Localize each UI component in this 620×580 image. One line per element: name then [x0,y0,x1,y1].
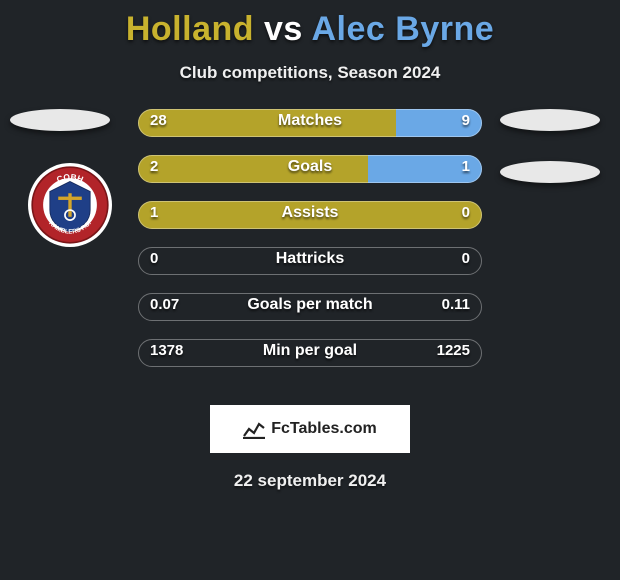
stat-label: Hattricks [138,250,482,268]
attribution-badge[interactable]: FcTables.com [210,405,410,453]
title-player2: Alec Byrne [312,10,495,48]
stat-row: 21Goals [138,155,482,183]
stat-row: 10Assists [138,201,482,229]
cobh-ramblers-crest-icon: COBH RAMBLERS F.C. [28,163,112,247]
club-crest: COBH RAMBLERS F.C. [28,163,112,247]
player1-marker-ellipse [10,109,110,131]
attribution-text: FcTables.com [271,420,377,438]
date-text: 22 september 2024 [0,471,620,491]
stat-label: Goals per match [138,296,482,314]
stat-row: 13781225Min per goal [138,339,482,367]
title-vs: vs [264,10,303,48]
page-title: Holland vs Alec Byrne [0,0,620,49]
comparison-bars: 289Matches 21Goals 10Assists 00Hattricks 0.0… [138,109,482,385]
stat-label: Assists [138,204,482,222]
title-player1: Holland [126,10,254,48]
stat-row: 0.070.11Goals per match [138,293,482,321]
fctables-logo-icon [243,419,265,439]
subtitle: Club competitions, Season 2024 [0,63,620,83]
stat-label: Matches [138,112,482,130]
player2-marker-ellipse-top [500,109,600,131]
player2-marker-ellipse-bottom [500,161,600,183]
stat-label: Min per goal [138,342,482,360]
stat-row: 00Hattricks [138,247,482,275]
stat-label: Goals [138,158,482,176]
stat-row: 289Matches [138,109,482,137]
